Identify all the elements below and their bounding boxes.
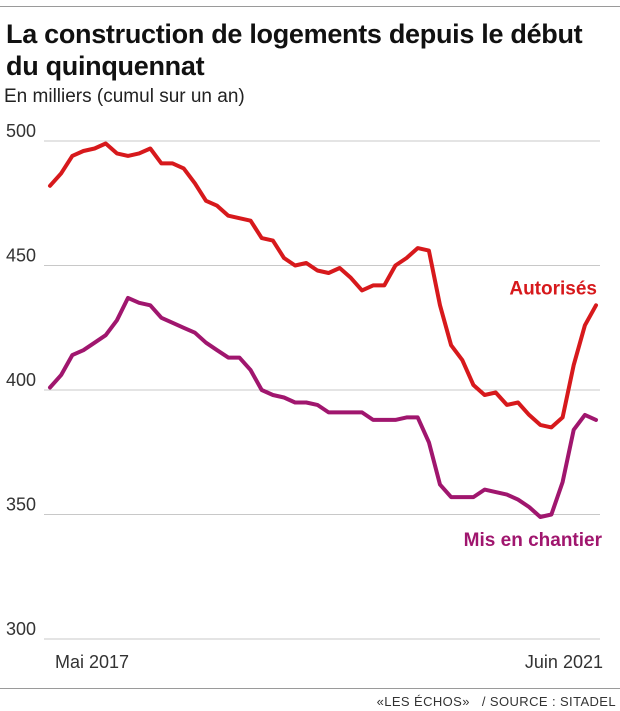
y-tick-label-350: 350 <box>6 495 36 515</box>
series-line-autorises <box>48 141 598 430</box>
y-tick-label-300: 300 <box>6 619 36 639</box>
x-axis-tick-labels: Mai 2017 Juin 2021 <box>55 652 603 672</box>
series-line-mis-en-chantier <box>48 295 598 519</box>
x-tick-label-start: Mai 2017 <box>55 652 129 672</box>
bottom-rule <box>0 688 620 689</box>
top-rule <box>0 6 620 7</box>
y-tick-label-500: 500 <box>6 121 36 141</box>
x-tick-label-end: Juin 2021 <box>525 652 603 672</box>
gridlines <box>44 140 600 640</box>
y-tick-label-400: 400 <box>6 370 36 390</box>
series-label-mis-en-chantier: Mis en chantier <box>464 530 603 551</box>
y-tick-label-450: 450 <box>6 246 36 266</box>
chart-subtitle: En milliers (cumul sur un an) <box>4 86 245 107</box>
series-lines <box>48 141 598 519</box>
y-axis-tick-labels: 300 350 400 450 500 <box>6 121 36 639</box>
series-labels: Autorisés Mis en chantier <box>464 278 603 551</box>
chart-title: La construction de logements depuis le d… <box>6 19 583 81</box>
series-label-autorises: Autorisés <box>509 278 597 299</box>
source-credit: «LES ÉCHOS» / SOURCE : SITADEL <box>376 694 616 709</box>
